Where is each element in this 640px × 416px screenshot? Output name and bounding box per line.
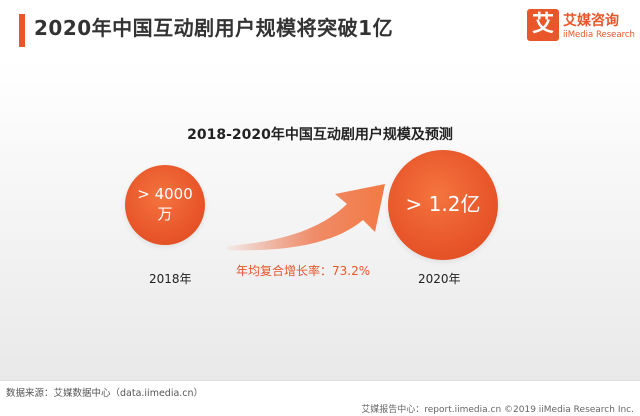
logo-name-en: iiMedia Research bbox=[563, 30, 635, 40]
growth-arrow-icon bbox=[227, 184, 385, 251]
data-source: 数据来源：艾媒数据中心（data.iimedia.cn） bbox=[6, 388, 204, 399]
footer-copyright: 艾媒报告中心：report.iimedia.cn ©2019 iiMedia R… bbox=[361, 405, 634, 415]
bubble-2020: > 1.2亿 bbox=[388, 150, 498, 260]
page-title: 2020年中国互动剧用户规模将突破1亿 bbox=[34, 16, 394, 40]
growth-rate-annotation: 年均复合增长率：73.2% bbox=[236, 264, 371, 278]
bubble-value-2018: > 4000 万 bbox=[125, 184, 205, 224]
footer-divider bbox=[0, 380, 640, 381]
bubble-2018: > 4000 万 bbox=[125, 165, 205, 245]
bubble-value-line: > 4000 bbox=[137, 185, 193, 203]
bubble-value-line: 万 bbox=[157, 205, 173, 223]
logo-mark: 艾 bbox=[527, 9, 559, 41]
logo-name-cn: 艾媒咨询 bbox=[563, 13, 619, 29]
category-label-2020: 2020年 bbox=[418, 272, 461, 286]
chart-background bbox=[0, 60, 640, 380]
logo: 艾 艾媒咨询 iiMedia Research bbox=[527, 9, 637, 51]
title-accent-bar bbox=[19, 14, 25, 47]
chart-title: 2018-2020年中国互动剧用户规模及预测 bbox=[187, 127, 453, 143]
bubble-value-2020: > 1.2亿 bbox=[405, 192, 481, 216]
header: 2020年中国互动剧用户规模将突破1亿 艾 艾媒咨询 iiMedia Resea… bbox=[0, 0, 640, 60]
category-label-2018: 2018年 bbox=[149, 272, 192, 286]
